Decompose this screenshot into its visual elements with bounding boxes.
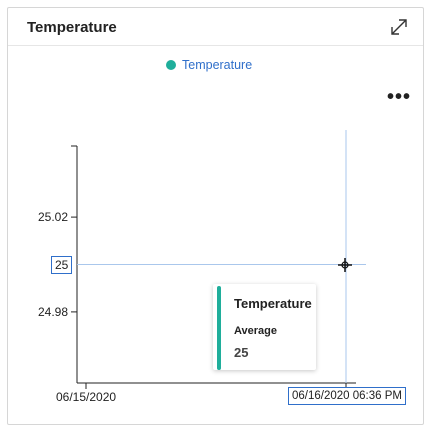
legend-dot xyxy=(166,60,176,70)
x-hover-value: 06/16/2020 06:36 PM xyxy=(288,387,406,405)
crosshair-cursor-icon xyxy=(338,258,352,272)
expand-icon[interactable] xyxy=(389,17,409,37)
tooltip-value: 25 xyxy=(234,345,249,360)
card-header: Temperature xyxy=(8,8,423,46)
y-tick-label-0: 25.02 xyxy=(38,210,68,224)
tooltip-aggregation: Average xyxy=(234,325,278,337)
tooltip-title: Temperature xyxy=(234,296,312,311)
y-hover-value: 25 xyxy=(51,256,73,274)
x-tick-label-start: 06/15/2020 xyxy=(56,390,117,404)
tooltip-accent-bar xyxy=(217,286,221,370)
card-title: Temperature xyxy=(27,19,117,36)
data-tooltip: Temperature Average 25 xyxy=(213,284,316,370)
y-tick-label-1: 24.98 xyxy=(38,305,68,319)
legend-item-temperature[interactable]: Temperature xyxy=(166,58,252,72)
legend-label: Temperature xyxy=(182,58,253,72)
